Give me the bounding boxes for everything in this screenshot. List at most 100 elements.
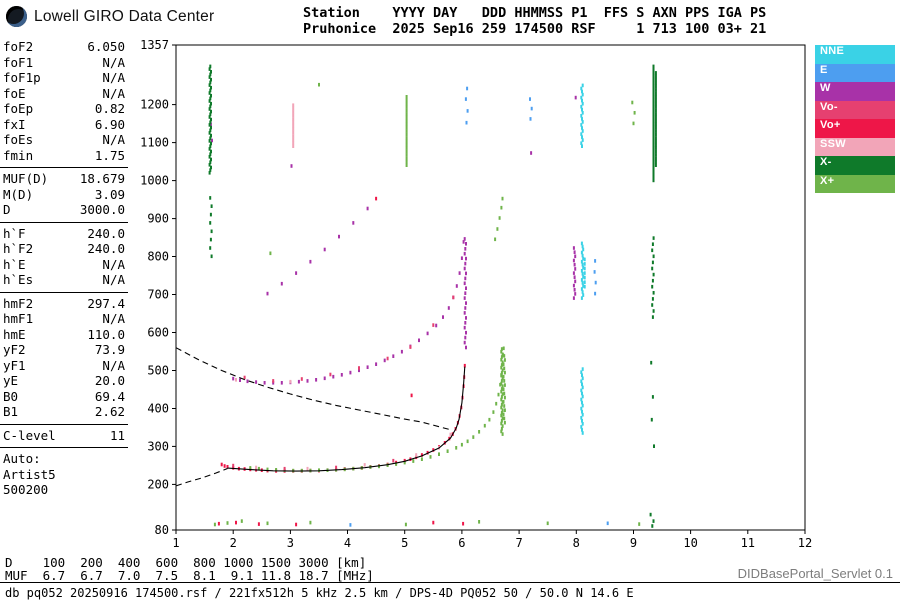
legend-item-ssw: SSW (815, 137, 895, 156)
param-value: N/A (102, 357, 125, 373)
param-value: N/A (102, 256, 125, 272)
echo-series-rfi-nne (580, 83, 586, 435)
svg-text:600: 600 (147, 326, 169, 340)
plot-frame (175, 44, 806, 531)
param-row: Artist5 (0, 467, 130, 483)
param-value: 1.75 (94, 147, 125, 163)
panel-divider (0, 291, 128, 293)
x-axis: 1 2 3 4 5 6 7 8 9 10 11 12 (172, 530, 812, 550)
svg-text:200: 200 (147, 477, 169, 491)
param-label: C-level (3, 427, 56, 443)
param-value: 11 (109, 427, 125, 443)
svg-text:12: 12 (798, 536, 812, 550)
param-row: yE 20.0 (0, 373, 130, 389)
param-label: foF1p (3, 70, 41, 85)
svg-text:8: 8 (573, 536, 580, 550)
param-label: foEp (3, 101, 34, 116)
param-label: MUF(D) (3, 171, 49, 186)
param-value: 3.09 (94, 186, 125, 202)
param-label: Artist5 (3, 466, 56, 482)
param-label: D (3, 202, 11, 217)
svg-text:1357: 1357 (140, 38, 169, 52)
echo-series-rfi-x-minus (208, 64, 657, 528)
status-bar: db pq052 20250916 174500.rsf / 221fx512h… (5, 586, 634, 600)
param-label: foEs (3, 132, 34, 147)
param-row: foF2 6.050 (0, 39, 130, 55)
param-label: foE (3, 85, 26, 101)
legend-item-x: X- (815, 156, 895, 175)
param-row: B0 69.4 (0, 389, 130, 405)
distance-row: D 100 200 400 600 800 1000 1500 3000 [km… (5, 555, 367, 570)
param-row: B1 2.62 (0, 404, 130, 420)
param-row: 500200 (0, 482, 130, 498)
brand: Lowell GIRO Data Center (6, 6, 214, 27)
param-row: h`Es N/A (0, 272, 130, 288)
param-label: hmE (3, 326, 26, 342)
curve-transmission-curve (175, 347, 450, 430)
svg-text:1100: 1100 (140, 136, 169, 150)
param-value: 240.0 (87, 225, 125, 241)
param-label: M(D) (3, 186, 34, 202)
param-row: h`E N/A (0, 257, 130, 273)
param-label: foF2 (3, 39, 34, 54)
station-header-values: Pruhonice 2025 Sep16 259 174500 RSF 1 71… (303, 20, 767, 37)
param-value: N/A (102, 70, 125, 85)
param-value: 20.0 (94, 373, 125, 388)
param-label: h`F2 (3, 241, 34, 256)
param-row: foEs N/A (0, 132, 130, 148)
legend-item-w: W (815, 82, 895, 101)
param-value: N/A (102, 85, 125, 101)
parameter-panel: foF2 6.050 foF1 N/A foF1p N/A foE N/A foEp 0.82 fx… (0, 39, 130, 498)
echo-series-rfi-x-plus (213, 82, 641, 527)
param-label: h`E (3, 256, 26, 272)
svg-text:3: 3 (287, 536, 294, 550)
svg-text:1200: 1200 (140, 98, 169, 112)
svg-text:500: 500 (147, 364, 169, 378)
param-value: N/A (102, 54, 125, 70)
param-label: 500200 (3, 482, 49, 497)
legend-item-x: X+ (815, 174, 895, 193)
panel-divider (0, 221, 128, 223)
panel-divider (0, 167, 128, 168)
legend-item-vo: Vo+ (815, 119, 895, 138)
param-label: yF1 (3, 357, 26, 373)
param-value: 297.4 (87, 295, 125, 311)
param-value: N/A (102, 132, 125, 147)
station-header-labels: Station YYYY DAY DDD HHMMSS P1 FFS S AXN… (303, 5, 767, 21)
svg-text:300: 300 (147, 439, 169, 453)
param-label: yE (3, 373, 19, 388)
param-label: fmin (3, 147, 34, 163)
svg-text:6: 6 (458, 536, 465, 550)
param-row: MUF(D) 18.679 (0, 171, 130, 187)
param-label: h`Es (3, 272, 34, 287)
curve-trace-extrapolation (175, 467, 228, 487)
param-row: C-level 11 (0, 428, 130, 444)
param-label: Auto: (3, 451, 41, 466)
echo-series-f-trace-x-plus (249, 346, 506, 473)
param-label: fxI (3, 116, 26, 132)
echo-series-multi-hop-w (209, 95, 577, 385)
svg-text:80: 80 (155, 523, 169, 537)
legend-item-nne: NNE (815, 45, 895, 64)
param-row: fxI 6.90 (0, 117, 130, 133)
svg-text:2: 2 (230, 536, 237, 550)
echo-series-rfi-e (349, 86, 609, 527)
svg-text:1: 1 (172, 536, 179, 550)
param-label: h`F (3, 225, 26, 241)
svg-text:800: 800 (147, 250, 169, 264)
brand-title: Lowell GIRO Data Center (34, 7, 215, 25)
svg-text:5: 5 (401, 536, 408, 550)
giro-logo-icon (6, 6, 27, 27)
param-label: B0 (3, 388, 19, 404)
servlet-version: DIDBasePortal_Servlet 0.1 (737, 566, 893, 581)
parameter-groups: foF2 6.050 foF1 N/A foF1p N/A foE N/A foEp 0.82 fx… (0, 39, 130, 498)
param-row: h`F 240.0 (0, 226, 130, 242)
param-row: foF1p N/A (0, 70, 130, 86)
param-label: hmF1 (3, 311, 34, 326)
param-value: N/A (102, 311, 125, 326)
param-row: yF1 N/A (0, 358, 130, 374)
param-label: foF1 (3, 54, 34, 70)
param-row: foE N/A (0, 86, 130, 102)
footer-divider (0, 582, 900, 583)
